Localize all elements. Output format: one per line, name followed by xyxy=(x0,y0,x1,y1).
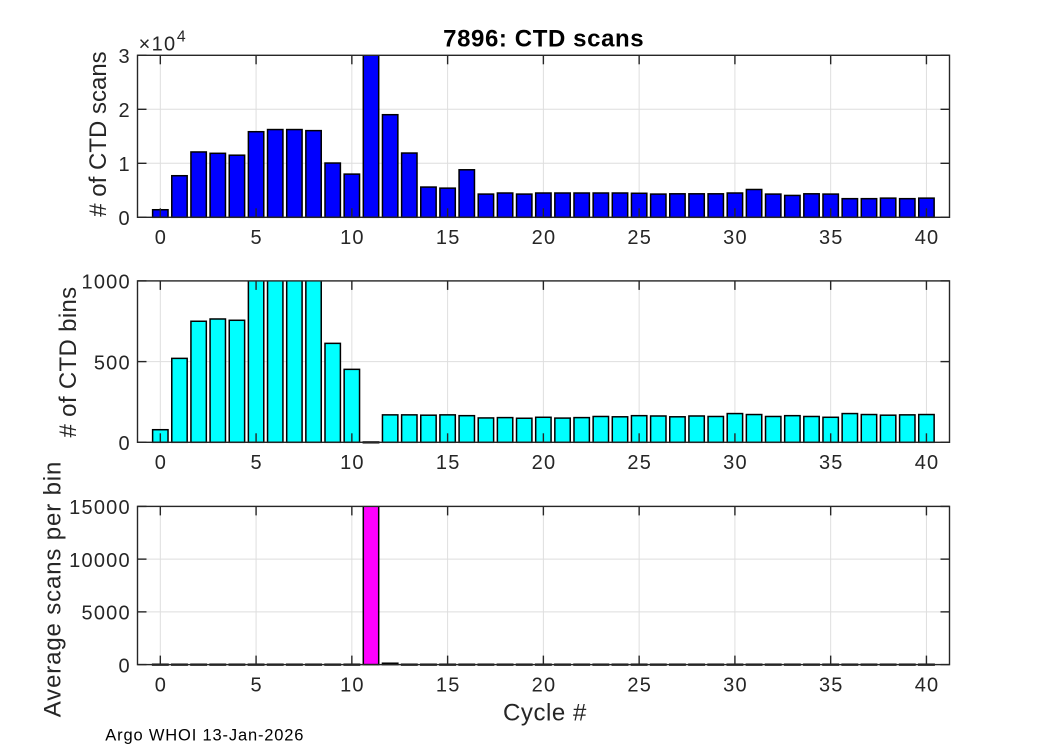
svg-text:40: 40 xyxy=(915,674,940,696)
svg-text:25: 25 xyxy=(627,452,652,474)
svg-text:15000: 15000 xyxy=(69,497,131,519)
svg-text:5: 5 xyxy=(251,452,263,474)
svg-text:0: 0 xyxy=(118,208,129,230)
svg-text:15: 15 xyxy=(436,674,461,696)
svg-text:30: 30 xyxy=(723,452,748,474)
svg-text:25: 25 xyxy=(627,674,652,696)
svg-text:25: 25 xyxy=(627,227,652,249)
svg-text:0: 0 xyxy=(118,655,129,677)
svg-text:15: 15 xyxy=(436,227,461,249)
svg-text:0: 0 xyxy=(155,674,166,696)
svg-text:3: 3 xyxy=(118,46,129,68)
svg-text:20: 20 xyxy=(532,227,557,249)
svg-text:20: 20 xyxy=(532,452,557,474)
svg-text:30: 30 xyxy=(723,227,748,249)
svg-text:35: 35 xyxy=(819,674,844,696)
svg-text:7896: CTD scans: 7896: CTD scans xyxy=(443,26,644,53)
svg-text:15: 15 xyxy=(436,452,461,474)
svg-text:0: 0 xyxy=(155,227,166,249)
svg-text:Cycle #: Cycle # xyxy=(503,700,587,727)
svg-text:10: 10 xyxy=(340,452,365,474)
svg-text:0: 0 xyxy=(155,452,166,474)
svg-text:10: 10 xyxy=(340,227,365,249)
svg-text:40: 40 xyxy=(915,452,940,474)
svg-text:1: 1 xyxy=(118,154,129,176)
svg-text:20: 20 xyxy=(532,674,557,696)
svg-text:40: 40 xyxy=(915,227,940,249)
svg-text:35: 35 xyxy=(819,227,844,249)
svg-text:5: 5 xyxy=(251,674,263,696)
svg-text:0: 0 xyxy=(118,433,129,455)
svg-text:35: 35 xyxy=(819,452,844,474)
svg-text:10000: 10000 xyxy=(69,550,131,572)
svg-text:Average scans per bin: Average scans per bin xyxy=(40,461,67,717)
svg-text:1000: 1000 xyxy=(82,272,131,294)
svg-text:30: 30 xyxy=(723,674,748,696)
svg-text:5: 5 xyxy=(251,227,263,249)
svg-text:5000: 5000 xyxy=(82,603,131,625)
svg-text:Argo WHOI 13-Jan-2026: Argo WHOI 13-Jan-2026 xyxy=(105,727,304,745)
svg-text:# of CTD scans: # of CTD scans xyxy=(85,51,112,216)
svg-text:10: 10 xyxy=(340,674,365,696)
svg-text:# of CTD bins: # of CTD bins xyxy=(55,286,82,437)
svg-text:2: 2 xyxy=(118,100,129,122)
svg-text:500: 500 xyxy=(94,352,131,374)
